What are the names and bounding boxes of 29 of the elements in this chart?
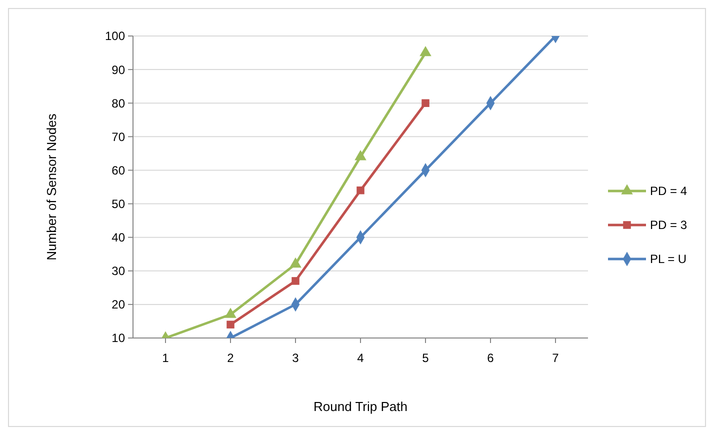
point	[224, 308, 236, 318]
point	[290, 257, 302, 268]
y-tick-label: 40	[112, 230, 126, 245]
x-tick-label: 7	[552, 351, 560, 365]
x-tick-label: 5	[422, 351, 430, 365]
y-tick-label: 90	[112, 62, 126, 77]
y-tick-label: 80	[112, 96, 126, 110]
y-tick-label: 70	[112, 130, 126, 144]
point	[226, 320, 234, 328]
x-tick-label: 4	[357, 351, 364, 365]
x-tick-label: 3	[292, 351, 300, 365]
y-tick-label: 60	[112, 163, 126, 178]
point	[422, 99, 430, 107]
legend-label: PD = 3	[650, 218, 688, 232]
y-tick-label: 50	[112, 196, 126, 211]
point	[292, 277, 300, 285]
y-axis-title: Number of Sensor Nodes	[44, 113, 59, 260]
y-tick-label: 20	[112, 298, 126, 312]
x-tick-label: 2	[227, 351, 234, 365]
y-tick-label: 30	[112, 264, 126, 278]
legend-label: PL = U	[650, 252, 687, 266]
legend-label: PD = 4	[650, 184, 688, 198]
point	[356, 186, 364, 194]
y-tick-label: 10	[112, 331, 126, 346]
x-tick-label: 1	[162, 351, 170, 365]
x-tick-label: 6	[487, 351, 494, 365]
y-tick-label: 100	[104, 29, 126, 44]
point	[354, 150, 366, 160]
x-axis-title: Round Trip Path	[314, 399, 408, 414]
